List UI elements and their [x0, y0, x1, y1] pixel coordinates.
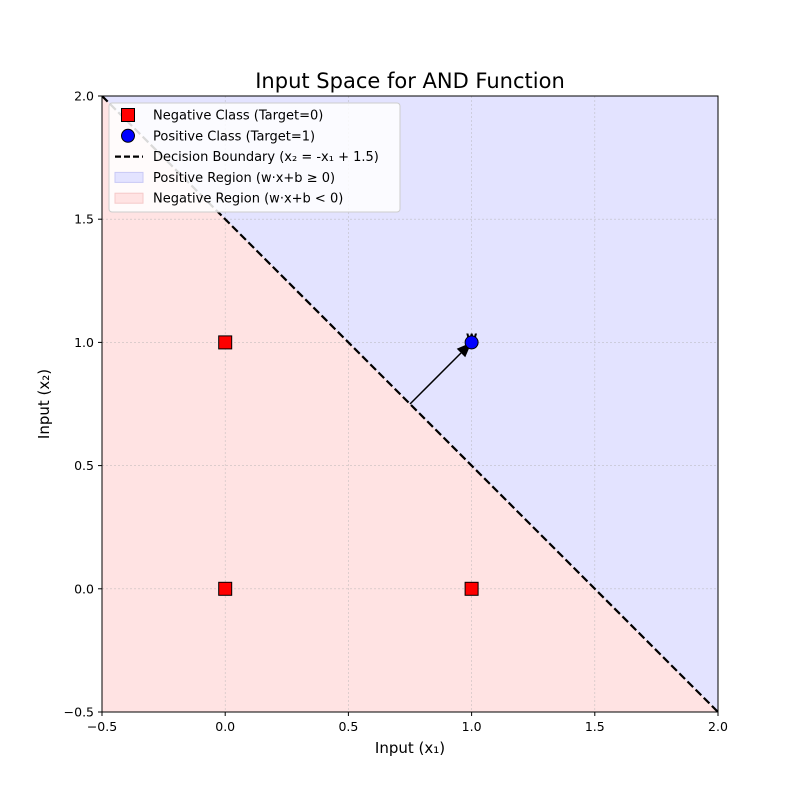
negative-class-point: [464, 581, 479, 596]
negative-class-point: [218, 335, 233, 350]
negative-class-point: [218, 581, 233, 596]
y-tick-label: −0.5: [64, 705, 94, 720]
y-tick-label: 0.5: [74, 458, 94, 473]
y-tick-label: 1.0: [74, 335, 94, 350]
y-tick-label: 2.0: [74, 89, 94, 104]
x-tick-label: −0.5: [87, 719, 117, 734]
legend: Negative Class (Target=0) Positive Class …: [108, 102, 401, 213]
y-tick-label: 1.5: [74, 212, 94, 227]
legend-positive-region-swatch: [114, 171, 144, 183]
chart-title: Input Space for AND Function: [255, 69, 565, 93]
positive-class-point: [464, 335, 479, 350]
legend-negative-region-label: Negative Region (w·x+b < 0): [153, 192, 343, 207]
points-layer: [218, 335, 479, 596]
legend-negative-class-swatch: [121, 108, 135, 122]
x-tick-label: 2.0: [708, 719, 728, 734]
x-tick-label: 0.0: [215, 719, 235, 734]
legend-positive-class-label: Positive Class (Target=1): [153, 129, 315, 144]
plot-frame: [101, 95, 719, 713]
x-tick-label: 1.0: [462, 719, 482, 734]
legend-negative-region-swatch: [114, 192, 144, 204]
weight-vector-shaft: [409, 352, 462, 405]
legend-boundary-label: Decision Boundary (x₂ = -x₁ + 1.5): [153, 150, 379, 165]
ticks-layer: −0.5 0.0 0.5 1.0 1.5 2.0 −0.5 0.0 0.5 1.0 1.5 2.0: [64, 89, 728, 735]
legend-negative-class-label: Negative Class (Target=0): [153, 109, 323, 124]
x-tick-label: 1.5: [585, 719, 605, 734]
x-axis-label: Input (x₁): [375, 739, 445, 757]
y-tick-label: 0.0: [74, 581, 94, 596]
legend-box: [108, 102, 401, 213]
y-axis-label: Input (x₂): [35, 369, 53, 439]
x-tick-label: 0.5: [338, 719, 358, 734]
legend-positive-region-label: Positive Region (w·x+b ≥ 0): [153, 171, 335, 186]
legend-positive-class-swatch: [121, 128, 135, 143]
